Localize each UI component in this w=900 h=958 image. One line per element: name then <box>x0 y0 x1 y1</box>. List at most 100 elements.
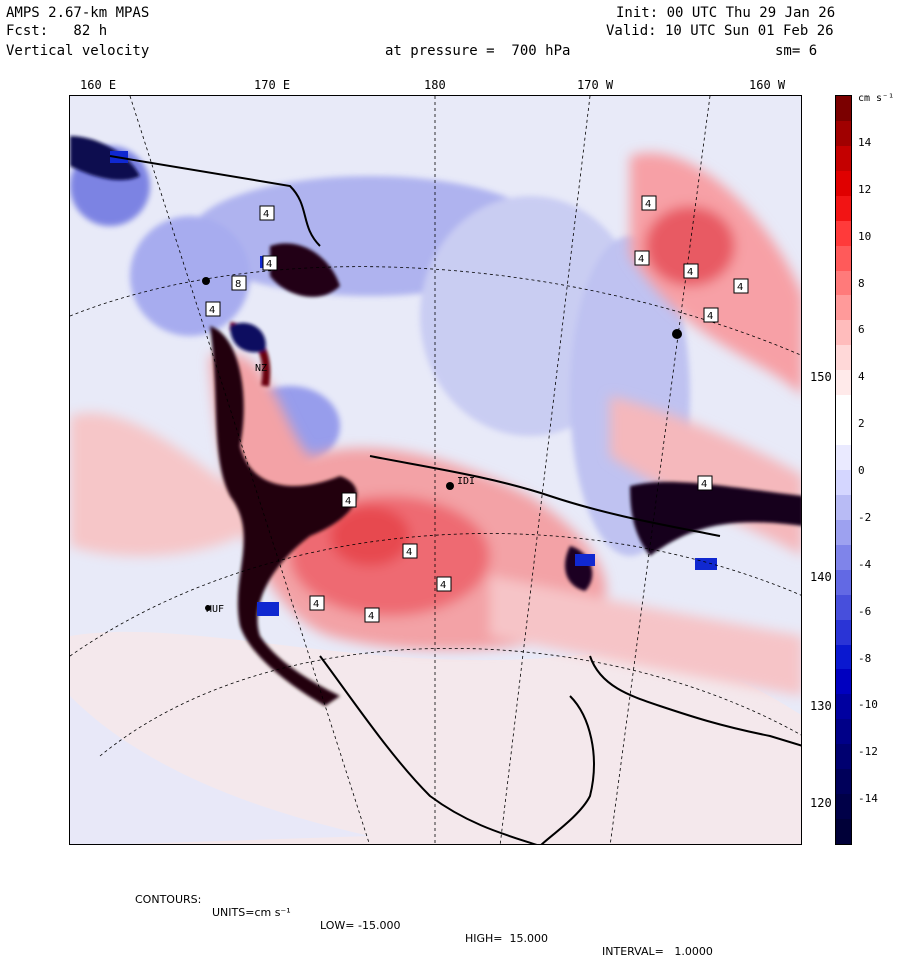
colorbar-segment <box>836 320 851 346</box>
contour-box: 4 <box>205 301 221 317</box>
contour-box: 4 <box>703 307 719 323</box>
colorbar-segment <box>836 594 851 621</box>
colorbar <box>835 95 852 845</box>
lon-label-160w: 160 W <box>749 78 786 92</box>
lower-left-region <box>70 696 370 844</box>
graticule <box>70 96 801 844</box>
ice-sheet-region <box>70 631 801 844</box>
lon-label-170w: 170 W <box>577 78 614 92</box>
contour-box: 4 <box>697 475 713 491</box>
station-dot <box>672 329 682 339</box>
colorbar-segment <box>836 145 851 172</box>
svg-text:4: 4 <box>406 547 412 558</box>
station-label-nz: NZ <box>255 363 267 374</box>
station-dot <box>205 605 211 611</box>
colorbar-segment <box>836 220 851 247</box>
svg-text:4: 4 <box>313 599 319 610</box>
colorbar-segment <box>836 719 851 745</box>
colorbar-segment <box>836 544 851 571</box>
lon-label-180: 180 <box>424 78 446 92</box>
colorbar-segment <box>836 794 851 820</box>
colorbar-tick-label: 10 <box>858 229 872 243</box>
svg-text:4: 4 <box>687 267 693 278</box>
contour-box: 4 <box>309 595 325 611</box>
colorbar-tick-label: -2 <box>858 510 872 524</box>
colorbar-segment <box>836 519 851 546</box>
station-label-huf: HUF <box>206 604 224 615</box>
colorbar-segment <box>836 769 851 795</box>
footer: CONTOURS: UNITS=cm s⁻¹ LOW= -15.000 HIGH… <box>0 880 900 958</box>
contour-box: 4 <box>259 205 275 221</box>
field-name: Vertical velocity <box>6 43 150 59</box>
colorbar-tick-label: -10 <box>858 698 878 712</box>
contour-box: 4 <box>262 255 278 271</box>
colorbar-segment <box>836 744 851 770</box>
colorbar-segment <box>836 245 851 272</box>
colorbar-segment <box>836 619 851 646</box>
colorbar-segment <box>836 819 851 845</box>
colorbar-tick-label: -4 <box>858 557 872 571</box>
contour-box: 4 <box>402 543 418 559</box>
colorbar-tick-label: 12 <box>858 182 872 196</box>
init-time: Init: 00 UTC Thu 29 Jan 26 <box>616 5 836 21</box>
colorbar-tick-label: 14 <box>858 135 872 149</box>
svg-text:4: 4 <box>707 311 713 322</box>
coastline <box>109 155 801 844</box>
svg-text:4: 4 <box>266 259 272 270</box>
colorbar-segment <box>836 370 851 396</box>
colorbar-segment <box>836 195 851 222</box>
footer-high: HIGH= 15.000 <box>465 932 549 945</box>
contour-box: 4 <box>341 492 357 508</box>
station-label-idi: IDI <box>457 476 475 487</box>
forecast-hour: Fcst: 82 h <box>6 23 108 39</box>
colorbar-segment <box>836 270 851 296</box>
svg-text:4: 4 <box>440 580 446 591</box>
colorbar-tick-label: -12 <box>858 745 878 759</box>
footer-units: UNITS=cm s⁻¹ <box>212 906 291 919</box>
map-canvas: 4 4 8 4 4 4 4 4 4 4 4 4 4 4 4 NZ IDI HUF <box>70 96 801 844</box>
svg-text:8: 8 <box>235 279 241 290</box>
contour-box: 8 <box>231 275 247 291</box>
model-title: AMPS 2.67-km MPAS <box>6 5 150 21</box>
svg-text:4: 4 <box>737 282 743 293</box>
colorbar-tick-label: 4 <box>858 370 865 384</box>
contour-box: 4 <box>436 576 452 592</box>
smoothing-label: sm= 6 <box>775 43 818 59</box>
svg-text:4: 4 <box>368 611 374 622</box>
colorbar-tick-label: -14 <box>858 792 878 806</box>
svg-text:4: 4 <box>638 254 644 265</box>
colorbar-segment <box>836 470 851 496</box>
contour-label-boxes: 4 4 8 4 4 4 4 4 4 4 4 4 4 4 4 <box>205 195 749 623</box>
valid-time: Valid: 10 UTC Sun 01 Feb 26 <box>606 23 834 39</box>
colorbar-segment <box>836 694 851 720</box>
contour-box: 4 <box>683 263 699 279</box>
colorbar-tick-label: 2 <box>858 417 865 431</box>
pressure-level: at pressure = 700 hPa <box>385 43 571 59</box>
colorbar-tick-label: 0 <box>858 464 865 477</box>
colorbar-segment <box>836 494 851 521</box>
contour-box: 4 <box>733 278 749 294</box>
svg-text:4: 4 <box>345 496 351 507</box>
svg-text:4: 4 <box>645 199 651 210</box>
colorbar-segment <box>836 170 851 197</box>
colorbar-segment <box>836 345 851 371</box>
colorbar-segment <box>836 445 851 471</box>
colorbar-segment <box>836 295 851 321</box>
lon-label-170e: 170 E <box>254 78 291 92</box>
svg-text:4: 4 <box>209 305 215 316</box>
contour-box: 4 <box>641 195 657 211</box>
colorbar-tick-label: 6 <box>858 323 865 337</box>
colorbar-segment <box>836 395 851 421</box>
contour-box: 4 <box>634 250 650 266</box>
colorbar-unit: cm s⁻¹ <box>858 93 895 104</box>
colorbar-segment <box>836 669 851 695</box>
colorbar-segment <box>836 420 851 446</box>
station-dot <box>202 277 210 285</box>
colorbar-segment <box>836 96 851 122</box>
colorbar-segment <box>836 644 851 670</box>
footer-interval: INTERVAL= 1.0000 <box>602 945 713 958</box>
vertical-velocity-map[interactable]: 4 4 8 4 4 4 4 4 4 4 4 4 4 4 4 NZ IDI HUF <box>69 95 802 845</box>
colorbar-tick-label: -6 <box>858 604 872 618</box>
colorbar-tick-label: -8 <box>858 651 872 665</box>
lon-label-160e: 160 E <box>80 78 117 92</box>
